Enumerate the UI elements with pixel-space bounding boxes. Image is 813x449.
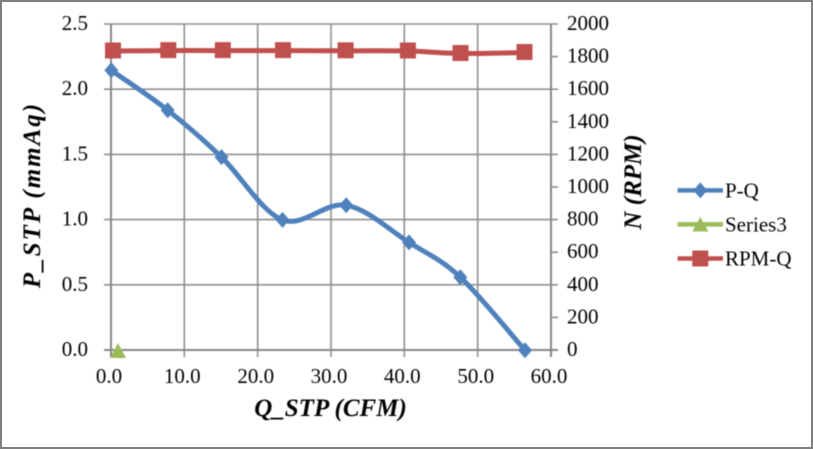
svg-text:2.0: 2.0 bbox=[62, 76, 88, 100]
svg-text:0.5: 0.5 bbox=[62, 272, 88, 296]
svg-text:1800: 1800 bbox=[567, 44, 609, 68]
svg-text:1.0: 1.0 bbox=[62, 207, 88, 231]
svg-text:0.0: 0.0 bbox=[96, 364, 122, 388]
svg-text:1400: 1400 bbox=[567, 109, 609, 133]
svg-text:20.0: 20.0 bbox=[237, 364, 274, 388]
svg-text:60.0: 60.0 bbox=[531, 364, 568, 388]
svg-text:0.0: 0.0 bbox=[62, 337, 88, 361]
svg-text:N (RPM): N (RPM) bbox=[620, 134, 647, 230]
svg-text:30.0: 30.0 bbox=[311, 364, 348, 388]
svg-text:1.5: 1.5 bbox=[62, 141, 88, 165]
svg-text:Series3: Series3 bbox=[725, 212, 787, 236]
svg-text:P_STP (mmAq): P_STP (mmAq) bbox=[19, 102, 46, 289]
svg-text:800: 800 bbox=[567, 207, 599, 231]
svg-text:10.0: 10.0 bbox=[164, 364, 201, 388]
svg-text:0: 0 bbox=[567, 337, 578, 361]
svg-text:40.0: 40.0 bbox=[384, 364, 421, 388]
svg-text:400: 400 bbox=[567, 272, 599, 296]
svg-text:Q_STP (CFM): Q_STP (CFM) bbox=[254, 395, 407, 422]
svg-text:P-Q: P-Q bbox=[725, 178, 759, 202]
svg-text:600: 600 bbox=[567, 239, 599, 263]
svg-text:1000: 1000 bbox=[567, 174, 609, 198]
svg-text:2.5: 2.5 bbox=[62, 11, 88, 35]
svg-text:200: 200 bbox=[567, 304, 599, 328]
svg-text:2000: 2000 bbox=[567, 11, 609, 35]
svg-text:RPM-Q: RPM-Q bbox=[725, 247, 792, 271]
svg-text:1600: 1600 bbox=[567, 76, 609, 100]
svg-text:50.0: 50.0 bbox=[457, 364, 494, 388]
svg-text:1200: 1200 bbox=[567, 141, 609, 165]
